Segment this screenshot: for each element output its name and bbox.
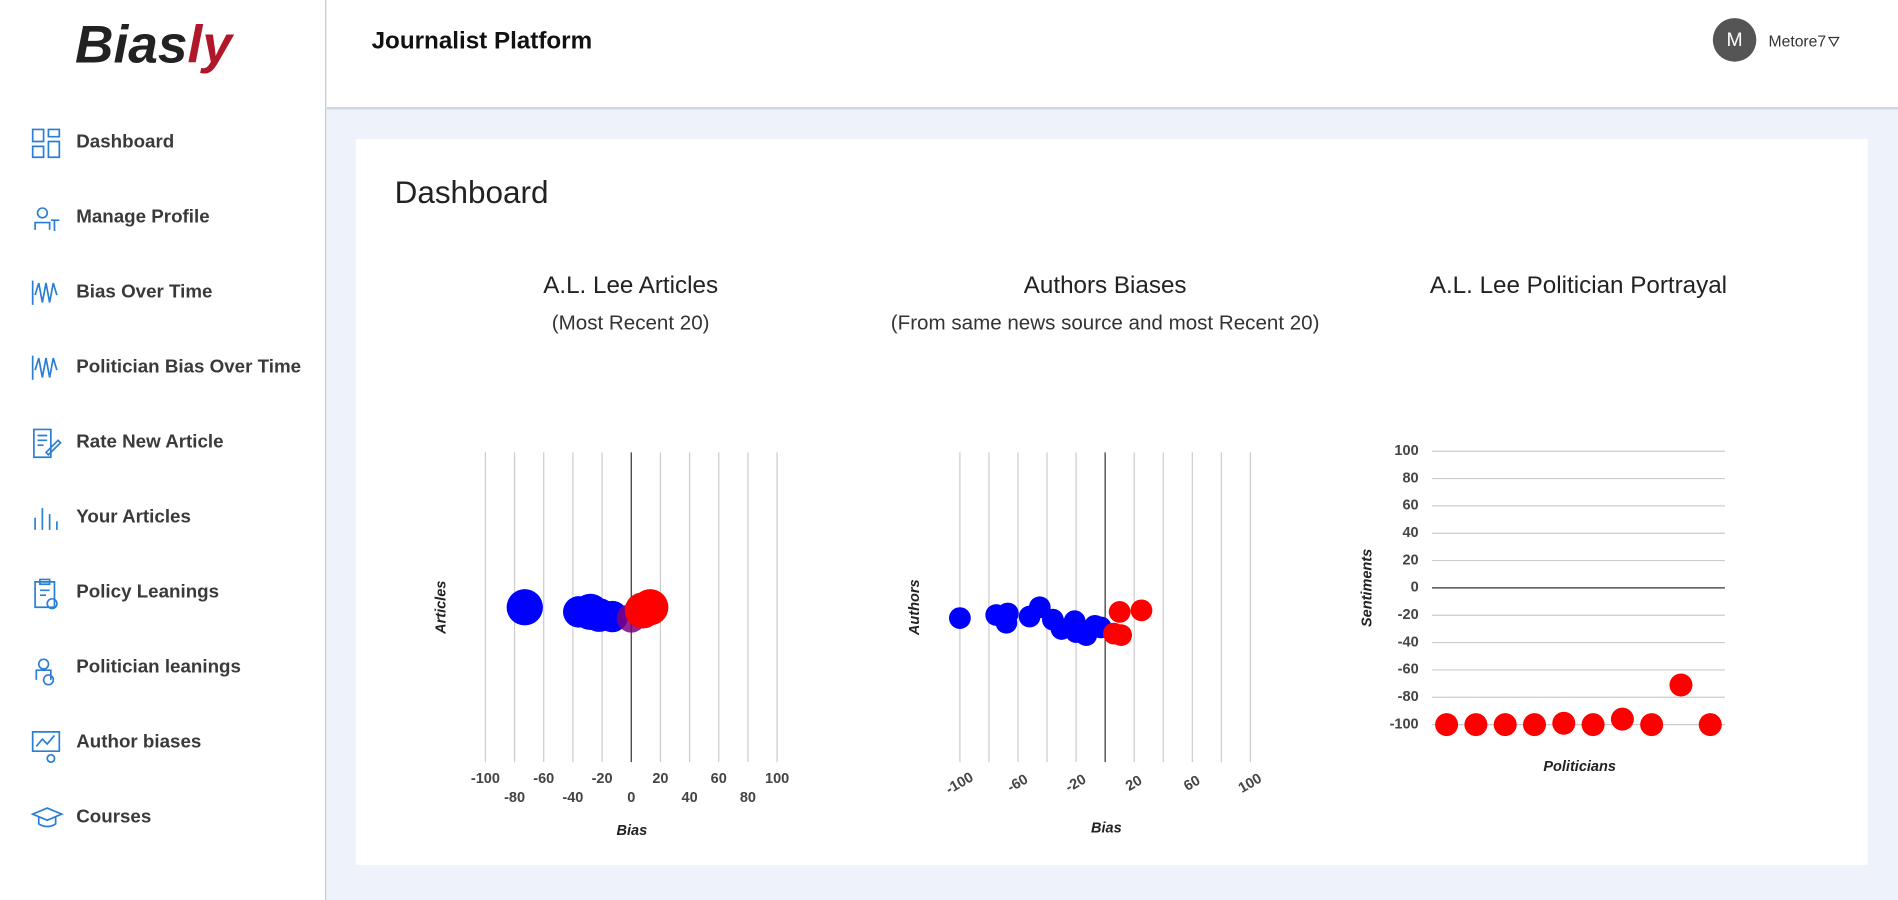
x-axis-label: Bias <box>1091 820 1122 836</box>
avatar[interactable] <box>1712 18 1757 62</box>
x-tick-label: 100 <box>765 771 789 787</box>
bubble <box>949 607 971 629</box>
page-title: Dashboard <box>395 175 549 210</box>
x-axis-label: Bias <box>617 823 648 839</box>
nav-icon[interactable] <box>31 731 61 763</box>
bubble <box>1108 601 1131 623</box>
dropdown-caret[interactable] <box>1827 36 1840 48</box>
y-tick-label: 60 <box>1402 498 1418 514</box>
x-tick-label: 20 <box>1123 773 1145 795</box>
y-tick-label: -40 <box>1398 634 1419 650</box>
x-tick-label: -60 <box>533 771 554 787</box>
nav-icon[interactable] <box>30 807 64 828</box>
y-tick-label: -20 <box>1398 607 1419 623</box>
nav-icon[interactable] <box>34 207 60 232</box>
nav-icon[interactable] <box>31 355 58 380</box>
chart-subtitle: (From same news source and most Recent 2… <box>891 312 1320 335</box>
header-title: Journalist Platform <box>372 28 592 55</box>
nav-item[interactable]: Manage Profile <box>76 206 209 227</box>
x-tick-label: -80 <box>504 790 525 806</box>
nav-item[interactable]: Politician Bias Over Time <box>76 356 301 377</box>
card <box>355 139 1868 865</box>
point <box>1552 711 1576 735</box>
username[interactable]: Metore7 <box>1768 33 1826 50</box>
logo-accent: ly <box>188 15 235 74</box>
bubble <box>995 611 1018 634</box>
y-axis-label: Authors <box>907 579 923 636</box>
point <box>1581 713 1605 737</box>
point <box>1493 713 1517 737</box>
x-axis-label: Politicians <box>1543 759 1616 775</box>
y-tick-label: -100 <box>1390 716 1419 732</box>
logo: Biasly <box>75 15 234 74</box>
point <box>1464 713 1488 737</box>
point <box>1698 713 1722 737</box>
bubble <box>1130 599 1153 622</box>
chart-title: A.L. Lee Politician Portrayal <box>1430 272 1727 299</box>
point <box>1640 713 1664 737</box>
x-tick-label: 20 <box>652 771 668 787</box>
y-tick-label: 100 <box>1394 443 1418 459</box>
point <box>1610 707 1634 731</box>
point <box>1435 713 1459 737</box>
bubble <box>632 589 669 626</box>
x-tick-label: 60 <box>711 771 727 787</box>
nav-item[interactable]: Policy Leanings <box>76 581 219 602</box>
nav-item[interactable]: Rate New Article <box>76 431 223 452</box>
y-tick-label: 40 <box>1402 525 1418 541</box>
chart-subtitle: (Most Recent 20) <box>552 312 710 335</box>
x-tick-label: -20 <box>592 771 613 787</box>
nav-icon[interactable] <box>35 658 55 686</box>
point <box>1522 713 1546 737</box>
nav-icon[interactable] <box>31 280 58 305</box>
x-tick-label: -100 <box>471 771 500 787</box>
y-tick-label: 80 <box>1402 470 1418 486</box>
x-tick-label: 80 <box>740 790 756 806</box>
header <box>326 0 1898 108</box>
y-axis-label: Sentiments <box>1360 549 1376 627</box>
nav-item[interactable]: Politician leanings <box>76 656 241 677</box>
x-tick-label: 40 <box>682 790 698 806</box>
chart-title: A.L. Lee Articles <box>543 272 718 299</box>
nav-item[interactable]: Dashboard <box>76 131 174 152</box>
y-tick-label: -60 <box>1398 662 1419 678</box>
point <box>1669 673 1693 697</box>
y-tick-label: 0 <box>1411 580 1419 596</box>
nav-icon[interactable] <box>33 428 62 459</box>
nav-icon[interactable] <box>34 578 58 610</box>
x-tick-label: -40 <box>562 790 583 806</box>
bubble <box>1110 624 1133 647</box>
nav-item[interactable]: Courses <box>76 806 151 827</box>
nav-icon[interactable] <box>34 508 58 530</box>
y-tick-label: 20 <box>1402 552 1418 568</box>
logo-text: Bias <box>75 15 187 74</box>
bubble <box>506 589 543 626</box>
avatar-letter: M <box>1727 29 1743 51</box>
nav-item[interactable]: Your Articles <box>76 506 191 527</box>
y-tick-label: -80 <box>1398 689 1419 705</box>
x-tick-label: 60 <box>1181 773 1203 795</box>
chart-title: Authors Biases <box>1024 272 1187 299</box>
nav-item[interactable]: Author biases <box>76 731 201 752</box>
x-tick-label: 0 <box>627 790 635 806</box>
nav-item[interactable]: Bias Over Time <box>76 281 212 302</box>
y-axis-label: Articles <box>434 581 450 635</box>
nav-icon[interactable] <box>31 128 61 159</box>
